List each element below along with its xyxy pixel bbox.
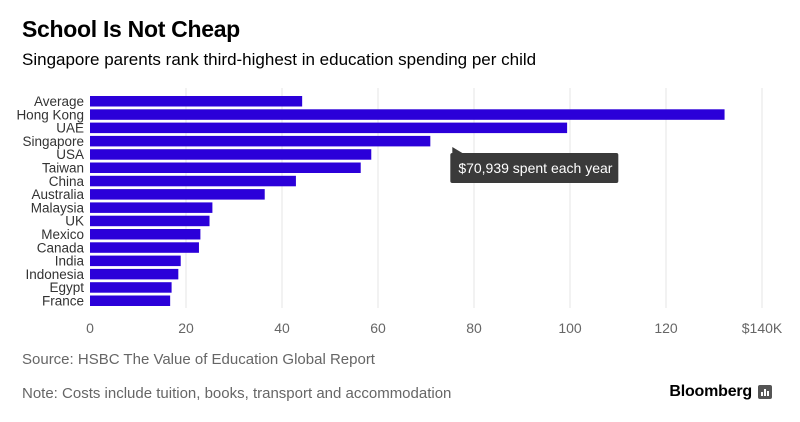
category-label: Canada xyxy=(37,240,85,255)
category-label: USA xyxy=(56,147,84,162)
chart-title: School Is Not Cheap xyxy=(22,16,240,42)
x-tick-label: 40 xyxy=(274,320,290,336)
category-label: India xyxy=(55,254,85,269)
category-label: France xyxy=(42,294,84,309)
bar xyxy=(90,295,171,306)
category-label: Mexico xyxy=(41,227,84,242)
bar xyxy=(90,229,201,240)
x-tick-label: 60 xyxy=(370,320,386,336)
bar xyxy=(90,149,372,160)
category-label: Hong Kong xyxy=(16,107,84,122)
x-tick-label: 0 xyxy=(86,320,94,336)
bar xyxy=(90,189,265,200)
category-label: Indonesia xyxy=(25,267,84,282)
bar xyxy=(90,282,172,293)
category-label: Australia xyxy=(31,187,84,202)
tooltip-pointer xyxy=(452,147,463,153)
bar xyxy=(90,268,179,280)
category-label: Average xyxy=(34,94,84,109)
bloomberg-chart-icon xyxy=(758,385,772,399)
bar xyxy=(90,162,361,173)
source-note: Source: HSBC The Value of Education Glob… xyxy=(22,351,375,368)
category-label: Egypt xyxy=(49,280,84,295)
category-label: Taiwan xyxy=(42,161,84,176)
bar xyxy=(90,175,296,187)
bar xyxy=(90,215,210,227)
footnote: Note: Costs include tuition, books, tran… xyxy=(22,385,452,402)
bar xyxy=(90,255,181,267)
tooltip-box xyxy=(450,153,619,183)
bar xyxy=(90,96,303,107)
annotation-label: $70,939 spent each year xyxy=(458,160,612,176)
bar xyxy=(90,242,199,253)
category-label: China xyxy=(49,174,85,189)
bar xyxy=(90,135,431,147)
bar xyxy=(90,109,725,120)
category-label: Singapore xyxy=(22,134,84,149)
x-tick-label: 20 xyxy=(178,320,194,336)
bar xyxy=(90,122,568,134)
bar xyxy=(90,202,213,213)
x-tick-label: 100 xyxy=(558,320,582,336)
category-label: UAE xyxy=(56,121,84,136)
chart-subtitle: Singapore parents rank third-highest in … xyxy=(22,50,537,69)
bloomberg-logo: Bloomberg xyxy=(669,383,752,400)
category-label: UK xyxy=(65,214,84,229)
category-label: Malaysia xyxy=(31,200,85,215)
x-tick-label: 80 xyxy=(466,320,482,336)
x-tick-label: $140K xyxy=(742,320,783,336)
x-tick-label: 120 xyxy=(654,320,678,336)
